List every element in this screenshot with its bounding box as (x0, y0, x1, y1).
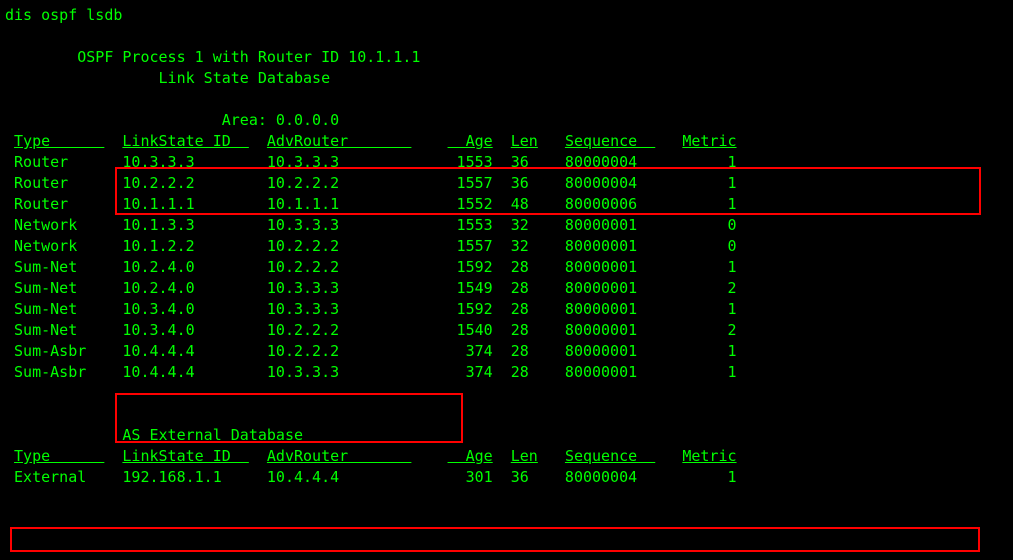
area-label: Area: 0.0.0.0 (5, 110, 1008, 131)
lsdb-row: Sum-Net 10.2.4.0 10.2.2.2 1592 28 800000… (5, 257, 1008, 278)
ospf-header-1: OSPF Process 1 with Router ID 10.1.1.1 (5, 47, 1008, 68)
terminal-output: dis ospf lsdb OSPF Process 1 with Router… (5, 5, 1008, 488)
lsdb-row: Sum-Asbr 10.4.4.4 10.3.3.3 374 28 800000… (5, 362, 1008, 383)
external-db-label: AS External Database (5, 425, 1008, 446)
lsdb-row: Sum-Net 10.3.4.0 10.3.3.3 1592 28 800000… (5, 299, 1008, 320)
lsdb-row: Router 10.1.1.1 10.1.1.1 1552 48 8000000… (5, 194, 1008, 215)
lsdb-row: Sum-Asbr 10.4.4.4 10.2.2.2 374 28 800000… (5, 341, 1008, 362)
lsdb-row: Sum-Net 10.2.4.0 10.3.3.3 1549 28 800000… (5, 278, 1008, 299)
highlight-box-3 (10, 527, 980, 552)
ospf-header-2: Link State Database (5, 68, 1008, 89)
column-headers-ext: Type LinkState ID AdvRouter Age Len Sequ… (5, 446, 1008, 467)
lsdb-row: Router 10.2.2.2 10.2.2.2 1557 36 8000000… (5, 173, 1008, 194)
lsdb-row: Network 10.1.2.2 10.2.2.2 1557 32 800000… (5, 236, 1008, 257)
lsdb-row: Sum-Net 10.3.4.0 10.2.2.2 1540 28 800000… (5, 320, 1008, 341)
lsdb-row: Network 10.1.3.3 10.3.3.3 1553 32 800000… (5, 215, 1008, 236)
external-row: External 192.168.1.1 10.4.4.4 301 36 800… (5, 467, 1008, 488)
prompt-line: dis ospf lsdb (5, 5, 1008, 26)
column-headers: Type LinkState ID AdvRouter Age Len Sequ… (5, 131, 1008, 152)
lsdb-row: Router 10.3.3.3 10.3.3.3 1553 36 8000000… (5, 152, 1008, 173)
